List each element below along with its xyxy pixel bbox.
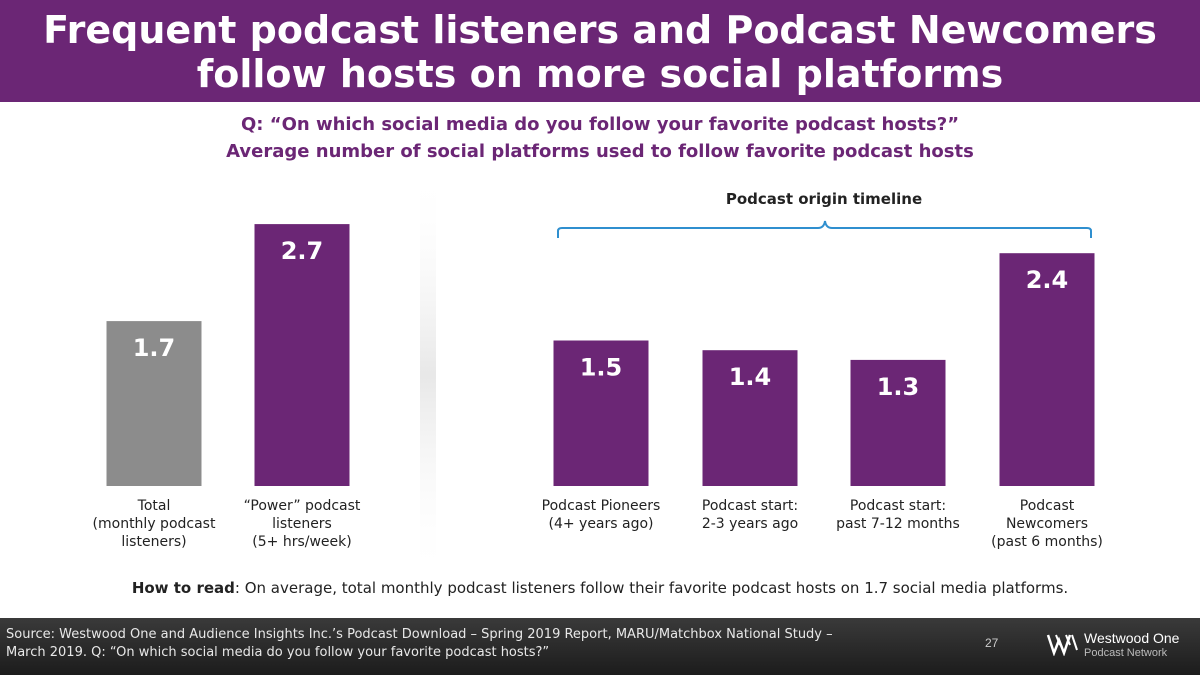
title-line-2: follow hosts on more social platforms bbox=[196, 52, 1004, 96]
page-title: Frequent podcast listeners and Podcast N… bbox=[0, 8, 1200, 96]
bar-value-label-2: 2.7 bbox=[281, 237, 324, 265]
source-line-2: March 2019. Q: “On which social media do… bbox=[6, 645, 550, 660]
logo-brand: Westwood One bbox=[1084, 630, 1180, 646]
how-to-read-text: : On average, total monthly podcast list… bbox=[234, 579, 1069, 597]
category-label-line: listeners bbox=[272, 516, 332, 532]
category-label-line: (5+ hrs/week) bbox=[252, 534, 352, 550]
category-label-6: Podcast Newcomers (past 6 months) bbox=[967, 497, 1127, 551]
subtitle-measure: Average number of social platforms used … bbox=[226, 141, 974, 162]
logo-wave-icon bbox=[1046, 634, 1078, 656]
bar-chart: Podcast origin timeline 1.7 2.7 1.5 1.4 1.3 2… bbox=[106, 170, 1095, 580]
source-note: Source: Westwood One and Audience Insigh… bbox=[6, 626, 956, 662]
bar-value-label-4: 1.4 bbox=[729, 363, 772, 391]
category-label-1: Total (monthly podcast listeners) bbox=[74, 497, 234, 551]
bar-6 bbox=[999, 253, 1095, 486]
timeline-bracket-label: Podcast origin timeline bbox=[726, 190, 922, 208]
category-label-2: “Power” podcast listeners (5+ hrs/week) bbox=[222, 497, 382, 551]
subtitle-question: Q: “On which social media do you follow … bbox=[240, 114, 960, 135]
category-label-line: Newcomers bbox=[1005, 516, 1089, 532]
bar-value-label-5: 1.3 bbox=[877, 373, 920, 401]
category-label-line: 2-3 years ago bbox=[701, 516, 799, 532]
page-number: 27 bbox=[985, 636, 999, 650]
logo-network: Podcast Network bbox=[1084, 647, 1168, 659]
category-label-3: Podcast Pioneers (4+ years ago) bbox=[521, 497, 681, 533]
category-label-line: (4+ years ago) bbox=[548, 516, 654, 532]
bar-value-label-1: 1.7 bbox=[133, 334, 176, 362]
category-label-line: Podcast start: bbox=[849, 498, 947, 514]
bar-1 bbox=[106, 321, 202, 486]
bar-value-label-6: 2.4 bbox=[1026, 266, 1069, 294]
category-label-5: Podcast start: past 7-12 months bbox=[818, 497, 978, 533]
section-divider bbox=[420, 170, 436, 580]
category-label-line: (past 6 months) bbox=[991, 534, 1103, 550]
category-label-line: past 7-12 months bbox=[836, 516, 960, 532]
category-label-line: listeners) bbox=[121, 534, 187, 550]
how-to-read-label: How to read bbox=[131, 579, 235, 597]
category-label-line: “Power” podcast bbox=[243, 498, 361, 514]
bar-5 bbox=[850, 359, 946, 486]
bar-4 bbox=[702, 350, 798, 486]
footer: Source: Westwood One and Audience Insigh… bbox=[0, 618, 1200, 675]
title-line-1: Frequent podcast listeners and Podcast N… bbox=[43, 8, 1157, 52]
source-line-1: Source: Westwood One and Audience Insigh… bbox=[6, 627, 833, 642]
timeline-bracket bbox=[557, 220, 1092, 238]
category-label-line: (monthly podcast bbox=[92, 516, 216, 532]
bar-2 bbox=[254, 224, 350, 486]
bars-layer: 1.7 2.7 1.5 1.4 1.3 2.4 bbox=[106, 224, 1095, 486]
bar-3 bbox=[553, 340, 649, 486]
category-label-line: Podcast Pioneers bbox=[541, 498, 661, 514]
bar-value-label-3: 1.5 bbox=[580, 354, 623, 382]
category-label-line: Podcast bbox=[1019, 498, 1075, 514]
title-bar: Frequent podcast listeners and Podcast N… bbox=[0, 0, 1200, 102]
westwood-one-logo: Westwood One Podcast Network bbox=[1046, 630, 1191, 664]
how-to-read: How to read: On average, total monthly p… bbox=[0, 579, 1200, 597]
category-label-4: Podcast start: 2-3 years ago bbox=[670, 497, 830, 533]
category-label-line: Podcast start: bbox=[701, 498, 799, 514]
category-label-line: Total bbox=[137, 498, 171, 514]
